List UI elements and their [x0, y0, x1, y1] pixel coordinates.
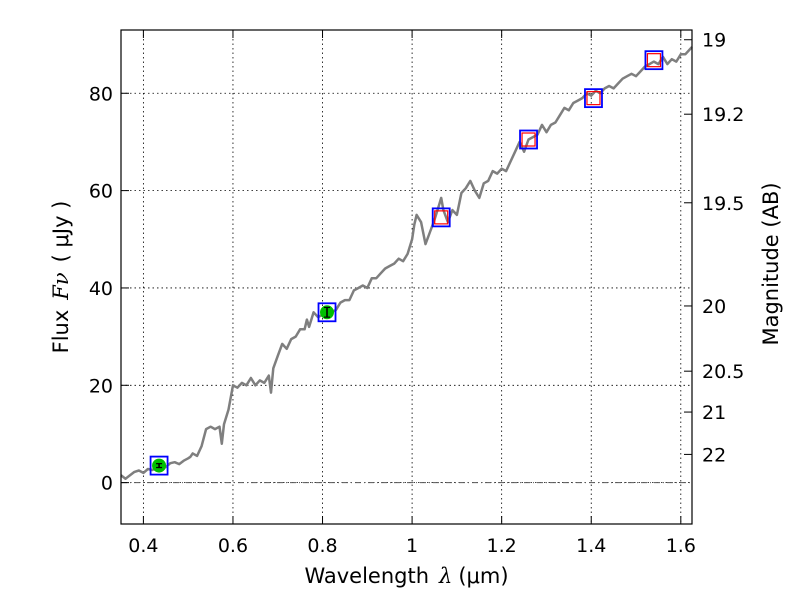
model-point — [646, 53, 662, 68]
filter-box — [317, 302, 337, 323]
markers — [149, 50, 664, 476]
filter-box — [584, 88, 603, 109]
x-tick-label: 1.2 — [487, 535, 517, 557]
y-axis-label-unit: ( μJy ) — [49, 201, 73, 263]
x-tick-label: 0.6 — [218, 535, 248, 557]
y2-tick-label: 19.5 — [702, 193, 744, 215]
y2-tick-label: 20.5 — [702, 361, 744, 383]
x-tick-label: 0.8 — [307, 535, 337, 557]
x-axis-label-symbol: λ — [438, 564, 452, 588]
x-tick-label: 1.4 — [576, 535, 606, 557]
y2-axis-label: Magnitude (AB) — [759, 182, 783, 345]
y2-tick-label: 20 — [702, 296, 726, 318]
spectrum-line — [120, 46, 693, 480]
y-tick-label: 60 — [89, 181, 113, 203]
y-tick-label: 40 — [89, 278, 113, 300]
plot-frame — [120, 29, 693, 525]
y-axis-label-text: Flux — [49, 310, 73, 354]
y-axis-label: Flux Fν ( μJy ) — [49, 201, 73, 354]
filter-box — [431, 207, 451, 228]
y-tick-label: 20 — [89, 375, 113, 397]
x-axis-label: Wavelength λ (μm) — [304, 564, 508, 588]
y2-tick-label: 19 — [702, 30, 726, 52]
model-point — [434, 210, 449, 225]
y-tick-label: 80 — [89, 83, 113, 105]
y-axis-label-symbol: Fν — [49, 272, 73, 301]
x-tick-label: 0.4 — [128, 535, 158, 557]
y2-tick-label: 21 — [702, 402, 726, 424]
filter-box — [149, 455, 169, 476]
x-tick-label: 1.6 — [666, 535, 696, 557]
x-axis-label-text: Wavelength — [304, 564, 429, 588]
model-point — [586, 91, 601, 106]
y2-tick-label: 22 — [702, 444, 726, 466]
x-tick-label: 1 — [406, 535, 418, 557]
x-axis-label-unit: (μm) — [458, 564, 508, 588]
filter-box — [519, 129, 538, 150]
filter-box — [644, 50, 664, 71]
ticks: 0.4 0.6 0.8 1 1.2 1.4 1.6 0 20 40 60 80 19 19.2 19.5 20… — [89, 30, 745, 557]
y-tick-label: 0 — [101, 473, 113, 495]
y2-tick-label: 19.2 — [702, 104, 744, 126]
model-point — [521, 132, 536, 147]
